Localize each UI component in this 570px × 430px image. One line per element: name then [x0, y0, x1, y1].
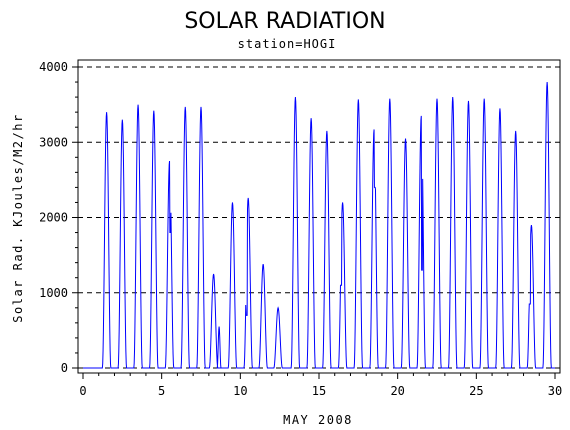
chart-title: SOLAR RADIATION	[184, 9, 385, 34]
y-tick-label: 2000	[39, 211, 68, 225]
x-tick-label: 5	[158, 384, 165, 398]
y-tick-label: 3000	[39, 135, 68, 149]
x-tick-label: 0	[79, 384, 86, 398]
x-axis: 0 5 10 15 20 25 30	[79, 373, 562, 398]
x-tick-label: 15	[312, 384, 326, 398]
chart-subtitle: station=HOGI	[238, 37, 337, 51]
x-axis-label: MAY 2008	[283, 413, 353, 427]
y-axis: 0 1000 2000 3000 4000	[39, 60, 78, 375]
series-layer	[83, 82, 555, 369]
y-tick-label: 1000	[39, 286, 68, 300]
series-line	[83, 82, 555, 369]
y-tick-label: 0	[61, 361, 68, 375]
x-tick-label: 25	[469, 384, 483, 398]
y-tick-label: 4000	[39, 60, 68, 74]
x-tick-label: 30	[548, 384, 562, 398]
x-tick-label: 10	[233, 384, 247, 398]
y-axis-label: Solar Rad. KJoules/M2/hr	[11, 113, 25, 322]
x-tick-label: 20	[390, 384, 404, 398]
